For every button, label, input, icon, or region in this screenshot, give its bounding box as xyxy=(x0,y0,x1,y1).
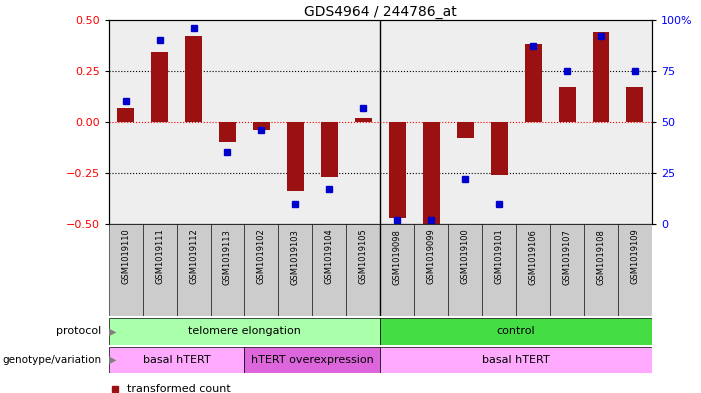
Bar xyxy=(117,108,134,122)
Bar xyxy=(278,20,313,224)
Bar xyxy=(524,44,542,122)
Bar xyxy=(313,20,346,224)
Text: ▶: ▶ xyxy=(109,327,117,336)
Text: genotype/variation: genotype/variation xyxy=(3,355,102,365)
Bar xyxy=(381,20,414,224)
Bar xyxy=(516,224,550,316)
Bar xyxy=(219,122,236,142)
Text: control: control xyxy=(497,327,536,336)
Bar xyxy=(355,118,372,122)
Text: GSM1019105: GSM1019105 xyxy=(359,229,368,285)
Text: basal hTERT: basal hTERT xyxy=(482,355,550,365)
Bar xyxy=(313,224,346,316)
Bar xyxy=(584,224,618,316)
Bar xyxy=(423,122,440,224)
Bar xyxy=(185,36,202,122)
Bar xyxy=(177,20,210,224)
Bar xyxy=(278,224,313,316)
Bar xyxy=(142,20,177,224)
Text: GSM1019108: GSM1019108 xyxy=(597,229,606,285)
Text: GSM1019098: GSM1019098 xyxy=(393,229,402,285)
Bar xyxy=(346,224,380,316)
Text: GSM1019109: GSM1019109 xyxy=(630,229,639,285)
Bar xyxy=(321,122,338,177)
Text: hTERT overexpression: hTERT overexpression xyxy=(251,355,374,365)
Text: telomere elongation: telomere elongation xyxy=(188,327,301,336)
Bar xyxy=(482,224,516,316)
Text: protocol: protocol xyxy=(56,327,102,336)
Text: GSM1019100: GSM1019100 xyxy=(461,229,470,285)
Text: basal hTERT: basal hTERT xyxy=(143,355,210,365)
Bar xyxy=(346,20,381,224)
Bar xyxy=(618,224,652,316)
Bar xyxy=(109,318,381,345)
Bar xyxy=(253,122,270,130)
Text: GSM1019106: GSM1019106 xyxy=(529,229,538,285)
Bar xyxy=(287,122,304,191)
Text: GSM1019102: GSM1019102 xyxy=(257,229,266,285)
Bar xyxy=(109,224,142,316)
Bar xyxy=(381,224,414,316)
Bar xyxy=(151,52,168,122)
Bar xyxy=(389,122,406,218)
Bar xyxy=(482,20,516,224)
Bar xyxy=(618,20,652,224)
Text: GSM1019112: GSM1019112 xyxy=(189,229,198,285)
Bar xyxy=(559,87,576,122)
Bar xyxy=(109,20,142,224)
Bar xyxy=(550,20,584,224)
Bar xyxy=(584,20,618,224)
Bar xyxy=(210,224,245,316)
Text: GSM1019113: GSM1019113 xyxy=(223,229,232,285)
Bar xyxy=(210,20,245,224)
Text: GSM1019104: GSM1019104 xyxy=(325,229,334,285)
Text: GSM1019110: GSM1019110 xyxy=(121,229,130,285)
Bar xyxy=(456,122,474,138)
Bar xyxy=(142,224,177,316)
Bar xyxy=(245,20,278,224)
Bar xyxy=(627,87,644,122)
Text: ▶: ▶ xyxy=(109,355,117,365)
Bar xyxy=(245,347,381,373)
Bar xyxy=(550,224,584,316)
Bar xyxy=(491,122,508,175)
Bar xyxy=(448,224,482,316)
Text: GSM1019099: GSM1019099 xyxy=(427,229,436,285)
Bar xyxy=(381,347,652,373)
Text: GSM1019107: GSM1019107 xyxy=(562,229,571,285)
Text: transformed count: transformed count xyxy=(127,384,231,393)
Bar xyxy=(109,347,245,373)
Bar xyxy=(414,20,448,224)
Text: GSM1019103: GSM1019103 xyxy=(291,229,300,285)
Bar xyxy=(381,318,652,345)
Bar xyxy=(177,224,210,316)
Bar xyxy=(516,20,550,224)
Bar xyxy=(448,20,482,224)
Title: GDS4964 / 244786_at: GDS4964 / 244786_at xyxy=(304,5,456,18)
Bar xyxy=(245,224,278,316)
Text: GSM1019111: GSM1019111 xyxy=(155,229,164,285)
Bar xyxy=(592,32,609,122)
Bar xyxy=(414,224,448,316)
Text: GSM1019101: GSM1019101 xyxy=(495,229,503,285)
